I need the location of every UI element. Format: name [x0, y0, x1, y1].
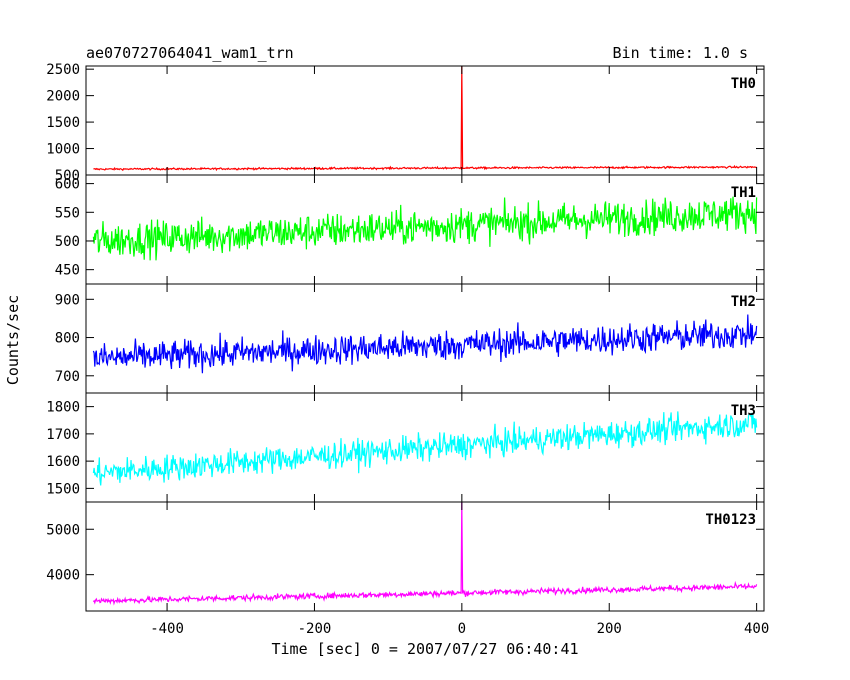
series-line-th0: [93, 65, 757, 172]
panel-frame-th1: [85, 174, 765, 285]
y-tick-label: 2000: [46, 89, 80, 105]
y-tick-label: 1500: [46, 115, 80, 131]
x-tick-label: -400: [150, 621, 184, 637]
series-line-th1: [92, 196, 758, 261]
series-line-th3: [92, 411, 758, 486]
panel-frame-th0123: [85, 501, 765, 612]
series-line-th0123: [92, 501, 758, 606]
panel-label-th2: TH2: [731, 294, 756, 310]
y-tick-label: 450: [55, 263, 80, 279]
y-tick-label: 1700: [46, 427, 80, 443]
y-tick-label: 900: [55, 292, 80, 308]
x-tick-label: 0: [458, 621, 466, 637]
y-tick-label: 700: [55, 369, 80, 385]
x-axis-label: Time [sec] 0 = 2007/07/27 06:40:41: [271, 640, 579, 658]
panel-label-th3: TH3: [731, 403, 756, 419]
x-tick-label: 200: [597, 621, 622, 637]
panel-label-th0: TH0: [731, 76, 756, 92]
y-tick-label: 5000: [46, 522, 80, 538]
series-line-th2: [92, 314, 758, 374]
y-tick-label: 4000: [46, 568, 80, 584]
y-tick-label: 1500: [46, 481, 80, 497]
chart-title: ae070727064041_wam1_trn: [86, 44, 294, 62]
panel-frame-th0: [85, 65, 765, 176]
x-tick-label: 400: [744, 621, 769, 637]
bin-time-label: Bin time: 1.0 s: [612, 44, 748, 62]
panel-frame-th2: [85, 283, 765, 394]
y-tick-label: 1800: [46, 400, 80, 416]
y-tick-label: 600: [55, 177, 80, 193]
y-tick-label: 1000: [46, 142, 80, 158]
y-tick-label: 2500: [46, 62, 80, 78]
y-tick-label: 550: [55, 205, 80, 221]
y-tick-label: 500: [55, 168, 80, 184]
panel-label-th0123: TH0123: [705, 512, 756, 528]
panel-label-th1: TH1: [731, 185, 756, 201]
y-tick-label: 500: [55, 234, 80, 250]
y-tick-label: 1600: [46, 454, 80, 470]
x-tick-label: -200: [298, 621, 332, 637]
y-tick-label: 800: [55, 331, 80, 347]
